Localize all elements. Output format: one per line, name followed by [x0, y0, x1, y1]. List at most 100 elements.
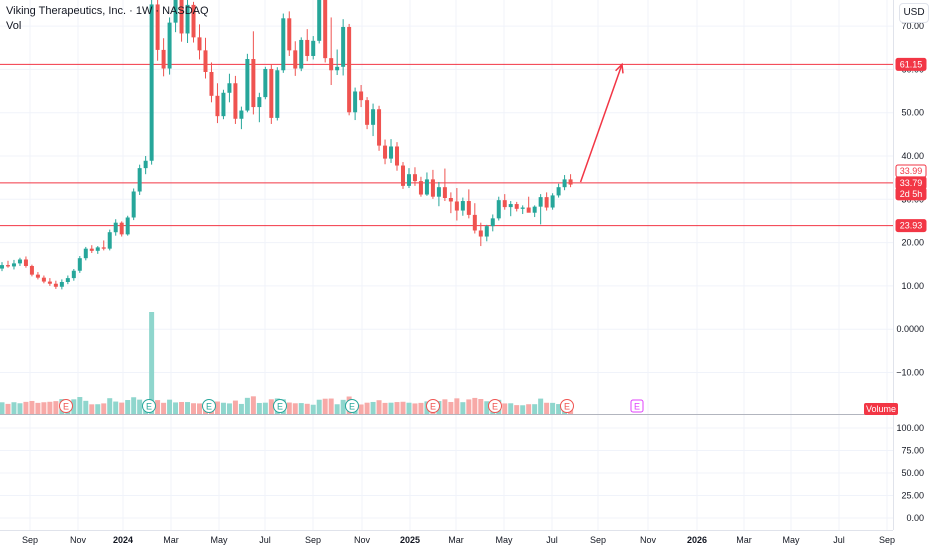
volume-bar: [167, 399, 173, 414]
volume-bar: [358, 404, 364, 414]
candle-body: [5, 265, 10, 267]
volume-bar: [544, 402, 550, 414]
price-tick-label: 10.00: [901, 281, 924, 291]
candle-body: [460, 201, 465, 211]
volume-bar: [538, 398, 544, 414]
volume-bar: [214, 401, 220, 414]
candle-body: [215, 95, 220, 117]
volume-bar: [155, 400, 161, 414]
volume-bar: [35, 402, 41, 414]
candle-body: [490, 218, 495, 227]
candle-body: [107, 232, 112, 249]
candle-body: [400, 165, 405, 186]
candle-body: [484, 226, 489, 237]
time-tick-label: Nov: [354, 535, 371, 545]
volume-bar: [478, 399, 484, 414]
candle-body: [311, 40, 316, 56]
candle-body: [167, 22, 172, 69]
candle-body: [35, 274, 40, 278]
time-tick-label: Sep: [305, 535, 321, 545]
price-tick-label: 70.00: [901, 21, 924, 31]
time-tick-label: 2025: [400, 535, 420, 545]
candlestick-series: [0, 0, 573, 290]
time-tick-label: Nov: [640, 535, 657, 545]
projection-arrow: [579, 62, 624, 183]
time-tick-label: Jul: [546, 535, 558, 545]
volume-bar: [466, 399, 472, 414]
price-tag-33-79: 33.79: [900, 178, 923, 188]
candle-body: [143, 160, 148, 169]
time-tick-label: Nov: [70, 535, 87, 545]
earnings-marker-label: E: [63, 402, 69, 412]
candle-body: [448, 198, 453, 202]
volume-bar: [23, 401, 29, 414]
volume-bar: [11, 402, 17, 414]
volume-bar: [292, 403, 298, 414]
candle-body: [179, 0, 184, 34]
volume-bar: [71, 399, 77, 414]
volume-bar: [412, 403, 418, 414]
candle-body: [65, 278, 70, 283]
candle-body: [323, 0, 328, 59]
candle-body: [347, 26, 352, 113]
volume-bar: [532, 404, 538, 414]
price-tag-last: 33.99: [900, 166, 923, 176]
candle-body: [371, 109, 376, 125]
volume-bar: [520, 405, 526, 414]
currency-button[interactable]: USD: [899, 3, 929, 23]
time-tick-label: Mar: [736, 535, 752, 545]
time-tick-label: Mar: [163, 535, 179, 545]
candle-body: [335, 66, 340, 71]
oscillator-tick-label: 100.00: [896, 423, 924, 433]
earnings-marker-label: E: [206, 402, 212, 412]
oscillator-tick-label: 50.00: [901, 468, 924, 478]
volume-bar: [322, 398, 328, 414]
volume-bar: [508, 403, 514, 414]
volume-bar: [382, 402, 388, 414]
candle-body: [131, 191, 136, 218]
volume-bar: [101, 403, 107, 414]
volume-bar: [149, 312, 155, 414]
oscillator-tick-label: 0.00: [906, 513, 924, 523]
candle-body: [149, 4, 154, 161]
earnings-marker: [345, 399, 359, 413]
candle-body: [287, 18, 292, 51]
candle-body: [406, 174, 411, 186]
volume-bar: [388, 402, 394, 414]
candle-body: [245, 59, 250, 111]
candle-body: [47, 281, 52, 284]
candle-body: [173, 0, 178, 23]
time-tick-label: Jul: [259, 535, 271, 545]
candle-body: [520, 207, 525, 209]
volume-bar: [526, 404, 532, 414]
chart-grid: [0, 0, 893, 530]
earnings-marker-label: E: [146, 402, 152, 412]
candle-body: [317, 0, 322, 41]
price-tick-label: −10.00: [896, 368, 924, 378]
candle-body: [233, 83, 238, 119]
projection-line: [579, 64, 623, 183]
candle-body: [209, 71, 214, 96]
candle-body: [197, 37, 202, 51]
candle-body: [562, 179, 567, 188]
candle-body: [550, 195, 555, 208]
candle-body: [113, 222, 118, 233]
candle-body: [299, 39, 304, 69]
oscillator-tick-label: 25.00: [901, 491, 924, 501]
candle-body: [203, 50, 208, 72]
earnings-marker-label: E: [492, 402, 498, 412]
volume-bar: [514, 405, 520, 414]
volume-bar: [340, 399, 346, 414]
volume-bar: [268, 399, 274, 414]
candle-body: [365, 100, 370, 125]
volume-bar: [502, 403, 508, 414]
volume-bar: [95, 404, 101, 414]
volume-bar: [119, 402, 125, 414]
volume-label: Vol: [6, 20, 22, 32]
candle-body: [377, 109, 382, 146]
volume-bar: [262, 402, 268, 414]
volume-bar: [448, 401, 454, 414]
future-earnings-marker-label: E: [634, 402, 640, 412]
